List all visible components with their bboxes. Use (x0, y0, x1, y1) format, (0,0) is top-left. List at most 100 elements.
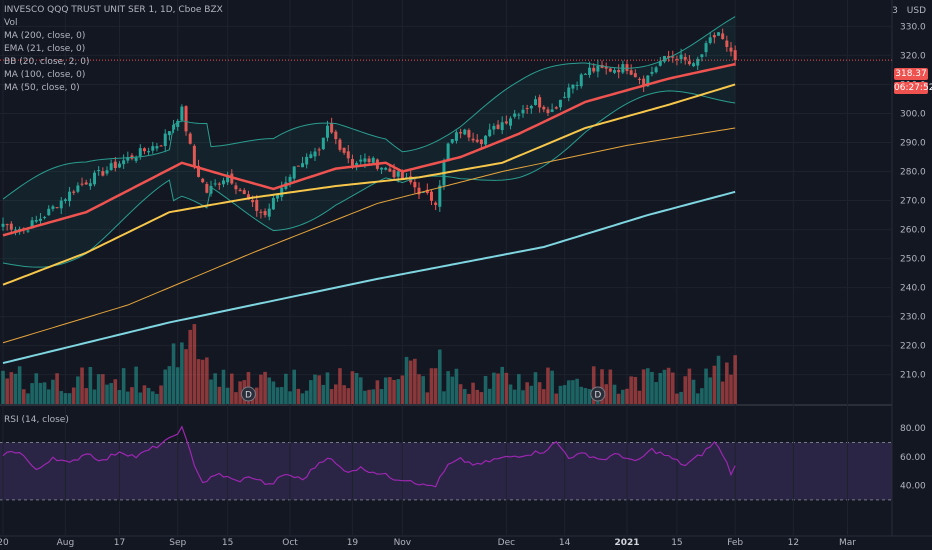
volume-bar (646, 368, 650, 404)
indicator-legend-bb[interactable]: BB (20, close, 2, 0) (4, 57, 90, 67)
volume-bar (479, 392, 484, 404)
volume-bar (616, 393, 621, 404)
candle-body (242, 190, 246, 195)
volume-bar (209, 379, 213, 404)
rsi-legend[interactable]: RSI (14, close) (4, 415, 69, 425)
candle-body (575, 84, 579, 86)
candle-body (558, 99, 562, 108)
candle-body (346, 151, 350, 159)
candle-body (117, 163, 121, 168)
candle-body (267, 208, 271, 217)
volume-bar (683, 376, 688, 404)
candle-body (234, 185, 238, 190)
candle-body (429, 191, 433, 201)
candle-body (213, 183, 217, 185)
volume-bar (350, 371, 355, 404)
volume-bar (225, 387, 230, 404)
candle-body (101, 171, 105, 176)
candle-body (488, 129, 492, 137)
candle-body (1, 223, 5, 227)
candle-body (625, 64, 629, 71)
indicator-legend-ema21[interactable]: EMA (21, close, 0) (4, 44, 86, 54)
currency-selector[interactable]: 3 USD (892, 6, 926, 16)
candle-body (325, 125, 329, 138)
volume-bar (467, 393, 471, 404)
candle-body (446, 143, 450, 161)
candle-body (704, 43, 708, 53)
candle-body (51, 206, 55, 209)
volume-bar (496, 373, 500, 404)
volume-bar (51, 379, 55, 404)
candle-body (205, 183, 209, 193)
candle-body (13, 229, 17, 231)
volume-bar (267, 377, 272, 404)
candle-body (513, 113, 517, 117)
symbol-title[interactable]: INVESCO QQQ TRUST UNIT SER 1, 1D, Cboe B… (4, 5, 223, 15)
volume-bar (546, 367, 550, 404)
candle-body (63, 199, 67, 202)
candle-body (105, 170, 109, 174)
candle-body (425, 189, 429, 193)
candle-body (167, 131, 171, 136)
candle-body (321, 137, 325, 150)
volume-bar (254, 387, 259, 404)
volume-bar (404, 356, 409, 404)
rsi-tick-label: 80.00 (900, 424, 926, 434)
volume-bar (662, 369, 667, 404)
rsi-band-fill (0, 442, 892, 500)
volume-bar (700, 388, 704, 404)
indicator-legend-ma50[interactable]: MA (50, close, 0) (4, 83, 80, 93)
candle-body (97, 170, 101, 172)
volume-bar (22, 389, 26, 404)
candle-body (184, 106, 188, 132)
volume-bar (67, 393, 72, 404)
candle-body (717, 32, 721, 36)
candle-body (43, 217, 47, 219)
candle-body (421, 192, 425, 194)
time-tick-label: Oct (282, 538, 298, 548)
candle-body (521, 109, 525, 114)
volume-bar (105, 384, 109, 404)
candle-body (380, 167, 384, 170)
volume-bar (221, 369, 226, 404)
candle-body (317, 149, 321, 151)
indicator-legend-ma200[interactable]: MA (200, close, 0) (4, 31, 86, 41)
volume-bar (259, 374, 263, 404)
volume-legend[interactable]: Vol (4, 18, 18, 28)
volume-bar (637, 390, 642, 404)
volume-bar (650, 371, 654, 404)
candle-body (126, 157, 130, 161)
candle-body (658, 60, 662, 66)
volume-bar (542, 389, 546, 404)
candle-body (604, 67, 608, 69)
candle-body (554, 107, 558, 109)
candle-body (151, 146, 155, 151)
volume-bar (167, 366, 172, 404)
candle-body (192, 145, 196, 166)
volume-bar (30, 383, 34, 404)
candle-body (363, 158, 367, 162)
rsi-tick-label: 60.00 (900, 453, 926, 463)
volume-bar (271, 381, 276, 404)
candle-body (188, 133, 192, 144)
indicator-legend-ma100[interactable]: MA (100, close, 0) (4, 70, 86, 80)
candle-body (301, 163, 305, 168)
volume-bar (400, 375, 405, 404)
candle-body (471, 138, 475, 141)
rsi-tick-label: 40.00 (900, 482, 926, 492)
volume-bar (720, 381, 725, 404)
candle-body (305, 156, 309, 165)
candle-body (388, 168, 392, 172)
candle-body (463, 129, 467, 135)
volume-bar (446, 371, 450, 404)
price-tick-label: 240.0 (900, 284, 926, 294)
candle-body (729, 47, 733, 52)
time-tick-label: Nov (394, 538, 412, 548)
candle-body (454, 132, 458, 141)
volume-bar (450, 376, 455, 404)
last-price-tag: 318.37 (894, 68, 928, 80)
candle-body (588, 67, 592, 75)
candle-body (650, 71, 654, 74)
